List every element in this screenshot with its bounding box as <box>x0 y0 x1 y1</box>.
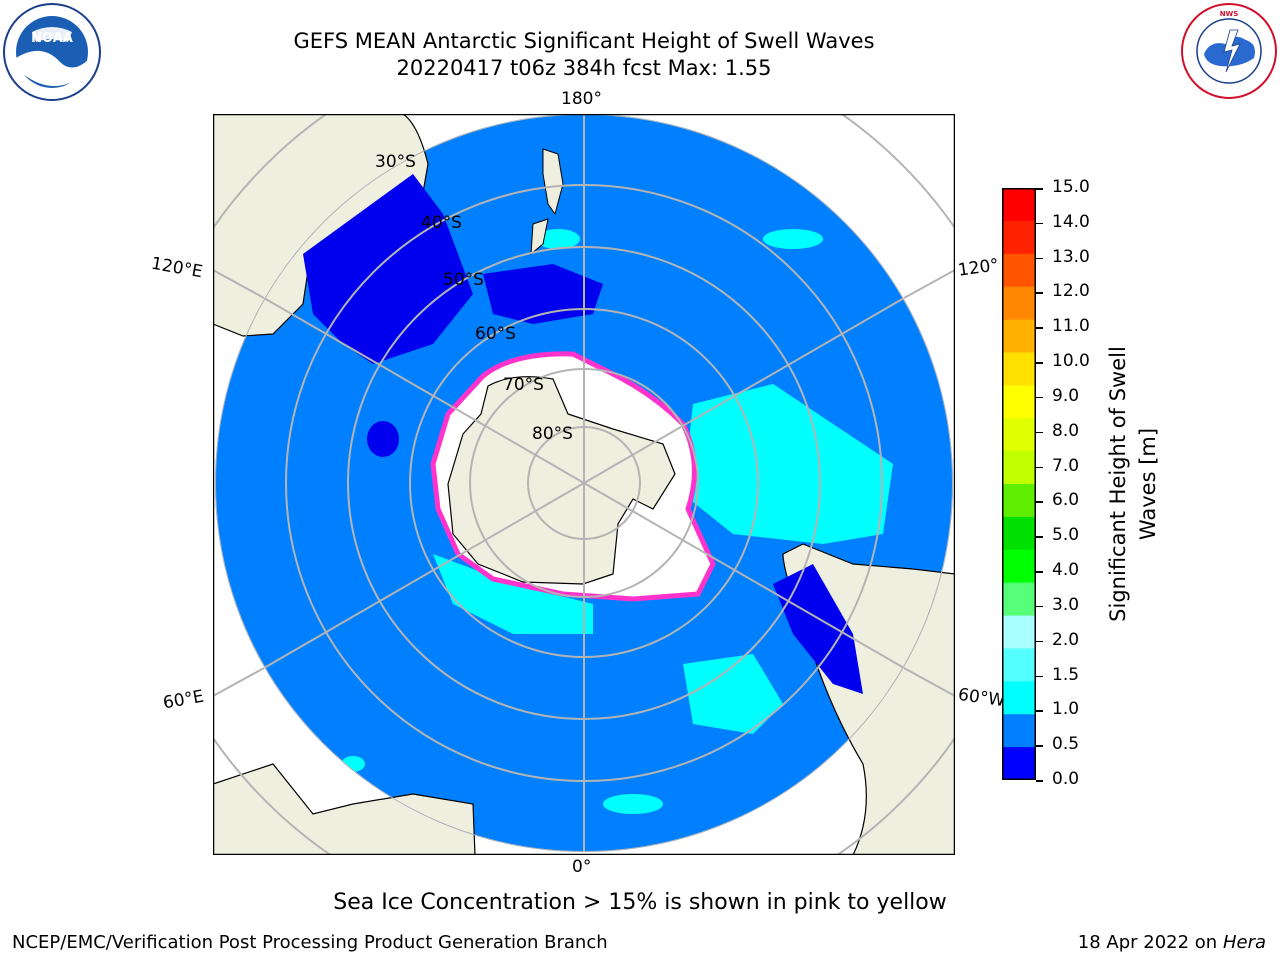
colorbar-tick-mark <box>1036 745 1043 747</box>
colorbar-tick-label: 1.0 <box>1052 699 1080 720</box>
colorbar-tick-mark <box>1036 431 1043 434</box>
lat-label-60s: 60°S <box>475 324 516 344</box>
colorbar-tick-label: 13.0 <box>1052 246 1090 267</box>
mid-swell-region-east <box>683 384 893 544</box>
colorbar-svg <box>1002 188 1036 781</box>
colorbar-segment <box>1002 747 1036 781</box>
colorbar-tick-label: 7.0 <box>1052 455 1080 476</box>
footer-left: NCEP/EMC/Verification Post Processing Pr… <box>12 932 608 953</box>
lon-label-120e: 120°E <box>149 253 205 283</box>
colorbar-tick-mark <box>1036 257 1043 260</box>
low-swell-patch-small <box>367 421 399 457</box>
mid-swell-region-southeast <box>683 654 783 734</box>
nws-logo: NWS <box>1180 2 1278 100</box>
colorbar-tick-mark <box>1036 640 1043 643</box>
colorbar-tick-label: 0.0 <box>1052 769 1080 789</box>
lat-label-40s: 40°S <box>421 213 462 233</box>
colorbar-tick-label: 8.0 <box>1052 420 1080 441</box>
colorbar-tick-label: 5.0 <box>1052 525 1080 546</box>
colorbar-tick-mark <box>1036 710 1043 712</box>
polar-map-svg <box>212 113 956 856</box>
footer-host: Hera <box>1222 932 1266 953</box>
footer-date: 18 Apr 2022 on <box>1077 932 1223 953</box>
antarctica-land <box>447 376 676 585</box>
colorbar-tick-mark <box>1036 188 1043 190</box>
lon-label-60e: 60°E <box>161 686 206 714</box>
colorbar-tick-label: 14.0 <box>1052 211 1090 232</box>
colorbar-segment <box>1002 253 1036 288</box>
colorbar-segment <box>1002 188 1036 222</box>
noaa-logo: NOAA <box>2 2 102 102</box>
colorbar-segment <box>1002 582 1036 617</box>
colorbar-tick-label: 12.0 <box>1052 281 1090 302</box>
lat-label-50s: 50°S <box>443 270 484 290</box>
low-swell-region-west <box>303 174 473 364</box>
colorbar-tick-label: 2.0 <box>1052 629 1080 650</box>
polar-map <box>212 113 956 856</box>
colorbar-tick-mark <box>1036 571 1043 573</box>
colorbar-tick-mark <box>1036 466 1043 469</box>
lon-label-180: 180° <box>561 89 602 109</box>
colorbar-tick-mark <box>1036 396 1043 399</box>
colorbar-tick-label: 4.0 <box>1052 560 1080 581</box>
mid-swell-region-south <box>433 554 593 634</box>
colorbar-tick-mark <box>1036 536 1043 538</box>
colorbar-tick-mark <box>1036 292 1043 294</box>
lat-label-70s: 70°S <box>503 375 544 395</box>
chart-title-line2: 20220417 t06z 384h fcst Max: 1.55 <box>396 56 772 80</box>
colorbar-tick-label: 1.5 <box>1052 664 1080 685</box>
mid-swell-patch-ne <box>763 229 823 249</box>
colorbar-tick-mark <box>1036 780 1043 782</box>
colorbar-frame <box>1002 188 1036 780</box>
low-swell-region-southamerica <box>773 564 863 694</box>
colorbar-segment <box>1002 648 1036 682</box>
map-frame <box>212 113 956 856</box>
mid-swell-patch-north <box>536 229 580 249</box>
colorbar-tick-mark <box>1036 222 1043 225</box>
colorbar-segment <box>1002 319 1036 353</box>
lon-label-120w: 120° <box>956 255 1001 281</box>
colorbar-tick-mark <box>1036 501 1043 503</box>
colorbar-tick-label: 6.0 <box>1052 490 1080 511</box>
lat-label-30s: 30°S <box>375 152 416 172</box>
colorbar-tick-label: 11.0 <box>1052 316 1090 337</box>
colorbar-segment <box>1002 451 1036 485</box>
chart-title-line1: GEFS MEAN Antarctic Significant Height o… <box>293 29 875 53</box>
colorbar-segment <box>1002 484 1036 518</box>
colorbar-label-line1: Significant Height of Swell <box>1106 346 1130 622</box>
lat-label-80s: 80°S <box>532 424 573 444</box>
footer-right: 18 Apr 2022 on Hera <box>1078 932 1266 953</box>
new-zealand-land <box>530 148 564 256</box>
colorbar-tick-mark <box>1036 327 1043 329</box>
colorbar-segment <box>1002 516 1036 551</box>
colorbar-tick-label: 0.5 <box>1052 734 1080 755</box>
lon-label-0: 0° <box>572 857 592 877</box>
colorbar-tick-label: 3.0 <box>1052 594 1080 615</box>
colorbar-tick-mark <box>1036 675 1043 678</box>
colorbar-label-line2: Waves [m] <box>1136 427 1160 541</box>
lon-label-60w: 60°W <box>956 684 1007 712</box>
noaa-logo-text: NOAA <box>31 31 73 46</box>
colorbar <box>1002 188 1036 781</box>
outer-graticule <box>213 114 955 855</box>
colorbar-segment <box>1002 681 1036 715</box>
colorbar-segment <box>1002 385 1036 419</box>
colorbar-segment <box>1002 352 1036 386</box>
sea-ice-note: Sea Ice Concentration > 15% is shown in … <box>333 890 947 915</box>
colorbar-segment <box>1002 714 1036 748</box>
colorbar-segment <box>1002 615 1036 649</box>
colorbar-segment <box>1002 286 1036 321</box>
meridian-lines <box>263 114 905 852</box>
colorbar-tick-mark <box>1036 362 1043 364</box>
colorbar-tick-label: 15.0 <box>1052 177 1090 197</box>
colorbar-segment <box>1002 220 1036 255</box>
colorbar-tick-label: 10.0 <box>1052 351 1090 372</box>
colorbar-tick-label: 9.0 <box>1052 385 1080 406</box>
nws-logo-text: NWS <box>1220 10 1239 18</box>
mid-swell-patch-bottom <box>603 794 663 814</box>
colorbar-tick-mark <box>1036 605 1043 608</box>
colorbar-segment <box>1002 418 1036 452</box>
colorbar-segment <box>1002 549 1036 584</box>
